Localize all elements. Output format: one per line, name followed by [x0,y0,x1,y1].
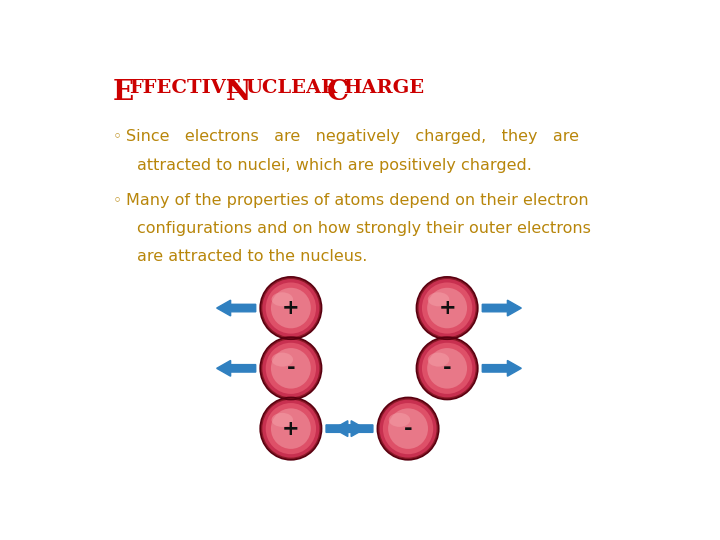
Text: -: - [287,359,295,379]
Text: attracted to nuclei, which are positively charged.: attracted to nuclei, which are positivel… [138,158,532,172]
Ellipse shape [266,282,316,334]
Text: HARGE: HARGE [343,79,425,97]
FancyArrow shape [217,300,256,316]
Ellipse shape [266,343,316,394]
Text: FFECTIVE: FFECTIVE [129,79,240,97]
Text: are attracted to the nucleus.: are attracted to the nucleus. [138,249,368,265]
Ellipse shape [416,337,478,400]
Text: UCLEAR: UCLEAR [245,79,337,97]
Ellipse shape [262,339,320,397]
Ellipse shape [260,337,322,400]
Text: configurations and on how strongly their outer electrons: configurations and on how strongly their… [138,221,591,236]
Text: C: C [327,79,348,106]
Ellipse shape [271,353,293,367]
Text: +: + [282,418,300,438]
Ellipse shape [271,413,293,427]
Ellipse shape [388,408,428,449]
Ellipse shape [422,282,472,334]
Ellipse shape [427,348,467,389]
Text: ◦: ◦ [112,193,121,208]
Ellipse shape [260,397,322,460]
FancyArrow shape [482,360,521,376]
Ellipse shape [428,292,449,306]
Text: ◦: ◦ [112,129,121,144]
Ellipse shape [271,408,311,449]
Ellipse shape [379,400,436,457]
Ellipse shape [262,400,320,457]
Ellipse shape [271,292,293,306]
Text: -: - [443,359,451,379]
Ellipse shape [383,403,433,454]
Ellipse shape [428,353,449,367]
Ellipse shape [416,277,478,339]
Ellipse shape [266,403,316,454]
Text: Many of the properties of atoms depend on their electron: Many of the properties of atoms depend o… [126,193,589,208]
Ellipse shape [262,279,320,337]
Text: N: N [225,79,251,106]
Ellipse shape [271,288,311,328]
Ellipse shape [377,397,438,460]
Ellipse shape [418,279,476,337]
FancyArrow shape [482,300,521,316]
Ellipse shape [389,413,410,427]
Ellipse shape [260,277,322,339]
Ellipse shape [422,343,472,394]
Text: E: E [112,79,133,106]
FancyArrow shape [326,421,365,436]
Text: Since   electrons   are   negatively   charged,   they   are: Since electrons are negatively charged, … [126,129,580,144]
Text: +: + [438,298,456,318]
FancyArrow shape [217,360,256,376]
Text: +: + [282,298,300,318]
Ellipse shape [427,288,467,328]
Text: -: - [404,418,413,438]
Ellipse shape [271,348,311,389]
Ellipse shape [418,339,476,397]
FancyArrow shape [334,421,373,436]
